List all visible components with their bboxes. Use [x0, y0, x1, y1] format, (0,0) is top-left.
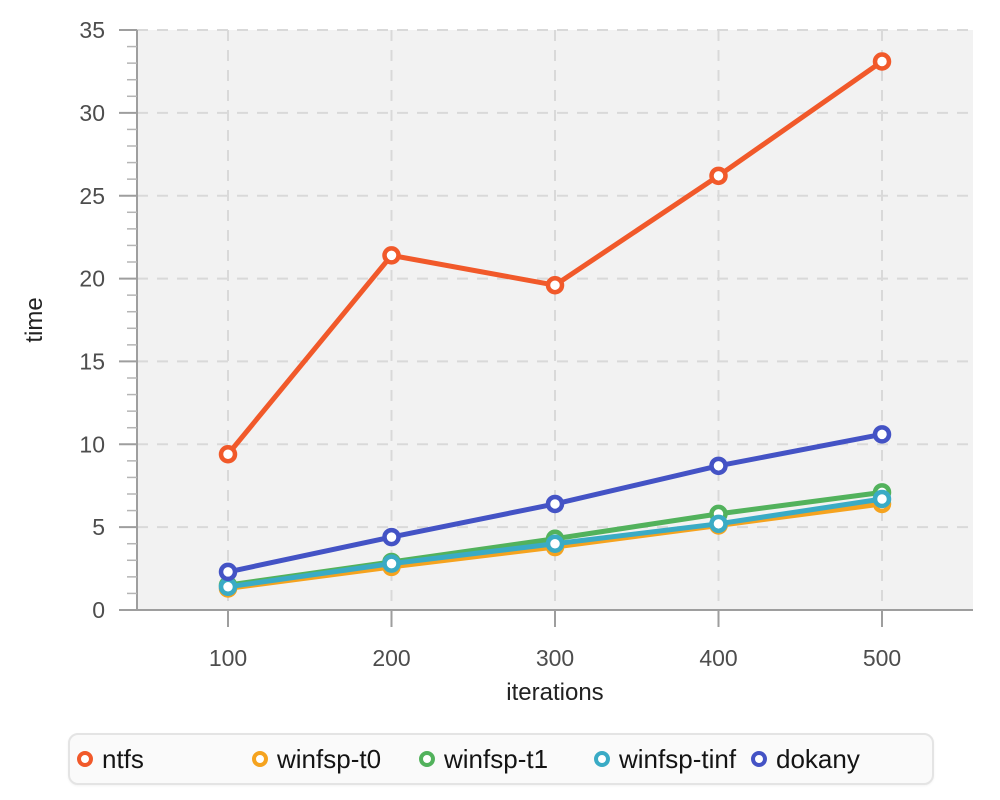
- legend-item-dokany: dokany: [751, 746, 860, 772]
- data-point-ntfs: [218, 444, 238, 464]
- legend-label: winfsp-t1: [444, 744, 549, 774]
- y-tick-label: 30: [79, 100, 105, 126]
- y-tick-label: 15: [79, 348, 105, 374]
- tick-labels: 0 5 10 15 20 25 30 35 100 200 300 400 500: [79, 17, 901, 671]
- data-point-dokany: [218, 562, 238, 582]
- data-point-dokany: [709, 456, 728, 476]
- legend-label: dokany: [776, 744, 860, 774]
- x-tick-label: 100: [209, 645, 247, 671]
- x-tick-label: 500: [863, 645, 901, 671]
- legend-item-ntfs: ntfs: [77, 746, 252, 772]
- x-axis-title: iterations: [506, 679, 603, 706]
- legend: ntfs winfsp-t0 winfsp-t1 winfsp-tinf dokany: [68, 733, 934, 785]
- y-axis-title: time: [21, 297, 48, 342]
- data-point-ntfs: [382, 246, 401, 265]
- data-series: [218, 52, 892, 598]
- tick-marks: [119, 29, 883, 627]
- y-tick-label: 0: [92, 597, 105, 623]
- x-tick-label: 400: [699, 645, 737, 671]
- data-point-ntfs: [709, 166, 728, 186]
- legend-marker-icon: [751, 751, 767, 767]
- data-point-dokany: [872, 425, 892, 444]
- legend-label: winfsp-tinf: [619, 744, 737, 774]
- x-tick-label: 200: [372, 645, 410, 671]
- data-point-dokany: [545, 494, 565, 514]
- y-tick-label: 20: [79, 266, 105, 292]
- y-tick-label: 5: [92, 514, 105, 540]
- legend-marker-icon: [594, 751, 610, 767]
- legend-item-winfsp-t0: winfsp-t0: [252, 746, 419, 772]
- legend-item-winfsp-t1: winfsp-t1: [419, 746, 594, 772]
- data-point-ntfs: [545, 275, 565, 295]
- y-tick-label: 10: [79, 431, 105, 457]
- data-point-winfsp-tinf: [872, 489, 892, 509]
- legend-label: winfsp-t0: [277, 744, 382, 774]
- y-tick-label: 35: [79, 17, 105, 43]
- data-point-winfsp-tinf: [709, 514, 728, 534]
- y-tick-label: 25: [79, 183, 105, 209]
- x-tick-label: 300: [536, 645, 574, 671]
- legend-marker-icon: [252, 751, 268, 767]
- legend-item-winfsp-tinf: winfsp-tinf: [594, 746, 751, 772]
- data-point-dokany: [382, 527, 401, 547]
- legend-marker-icon: [419, 751, 435, 767]
- data-point-ntfs: [872, 52, 892, 71]
- data-point-winfsp-tinf: [218, 577, 238, 597]
- data-point-winfsp-tinf: [382, 554, 401, 573]
- line-chart: 0 5 10 15 20 25 30 35 100 200 300 400 500 time itera…: [21, 17, 973, 706]
- data-point-winfsp-tinf: [545, 534, 565, 553]
- legend-label: ntfs: [102, 744, 144, 774]
- legend-marker-icon: [77, 751, 93, 767]
